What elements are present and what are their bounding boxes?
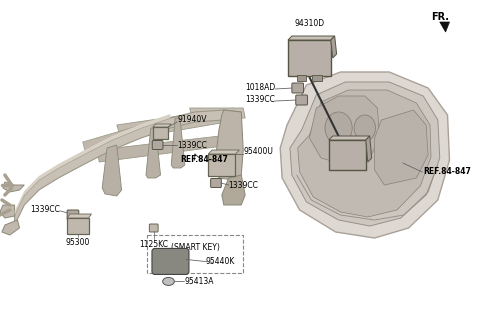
- FancyBboxPatch shape: [211, 179, 221, 187]
- Bar: [67, 218, 88, 234]
- Polygon shape: [290, 82, 440, 226]
- FancyBboxPatch shape: [152, 141, 163, 149]
- Polygon shape: [216, 110, 243, 180]
- Polygon shape: [190, 108, 245, 120]
- Polygon shape: [222, 175, 245, 205]
- Text: 95300: 95300: [66, 238, 90, 247]
- Bar: [208, 154, 236, 176]
- Text: 94310D: 94310D: [294, 19, 324, 28]
- Polygon shape: [331, 36, 336, 58]
- Polygon shape: [2, 220, 20, 235]
- FancyBboxPatch shape: [292, 83, 303, 93]
- Polygon shape: [329, 136, 370, 140]
- Text: 1339CC: 1339CC: [228, 181, 259, 190]
- Polygon shape: [171, 118, 185, 168]
- Bar: [329, 140, 366, 170]
- Polygon shape: [14, 110, 241, 225]
- Text: 1339CC: 1339CC: [30, 205, 60, 215]
- Ellipse shape: [325, 112, 352, 144]
- Polygon shape: [366, 136, 372, 162]
- Text: REF.84-847: REF.84-847: [180, 156, 228, 164]
- FancyBboxPatch shape: [296, 95, 308, 105]
- Polygon shape: [83, 125, 144, 153]
- Bar: [312, 75, 322, 81]
- Ellipse shape: [163, 277, 174, 285]
- Polygon shape: [440, 22, 449, 32]
- FancyBboxPatch shape: [149, 224, 158, 232]
- Text: REF.84-847: REF.84-847: [423, 167, 471, 177]
- Polygon shape: [117, 108, 239, 140]
- FancyBboxPatch shape: [152, 249, 189, 274]
- Bar: [297, 75, 306, 81]
- Polygon shape: [374, 110, 428, 185]
- Polygon shape: [3, 182, 24, 192]
- FancyBboxPatch shape: [67, 210, 79, 220]
- Text: 1339CC: 1339CC: [177, 141, 207, 149]
- Polygon shape: [298, 90, 431, 217]
- Text: 95400U: 95400U: [243, 147, 273, 157]
- Text: 95440K: 95440K: [206, 257, 235, 266]
- Text: 95413A: 95413A: [184, 277, 214, 286]
- Ellipse shape: [354, 115, 375, 141]
- Text: 1339CC: 1339CC: [245, 95, 276, 105]
- Text: 1018AD: 1018AD: [245, 83, 276, 93]
- Bar: [288, 40, 331, 76]
- FancyBboxPatch shape: [147, 235, 243, 273]
- Polygon shape: [67, 214, 92, 218]
- Bar: [153, 127, 168, 139]
- Polygon shape: [288, 36, 335, 40]
- Polygon shape: [153, 124, 171, 127]
- Text: 91940V: 91940V: [177, 115, 206, 125]
- Polygon shape: [208, 150, 240, 154]
- Polygon shape: [0, 205, 14, 218]
- Polygon shape: [310, 96, 379, 165]
- Text: FR.: FR.: [432, 12, 449, 22]
- Polygon shape: [102, 145, 121, 196]
- Polygon shape: [146, 128, 160, 178]
- Polygon shape: [14, 114, 170, 215]
- Polygon shape: [97, 135, 231, 162]
- Text: (SMART KEY): (SMART KEY): [170, 243, 219, 252]
- Polygon shape: [280, 72, 449, 238]
- Text: 1125KC: 1125KC: [139, 240, 168, 249]
